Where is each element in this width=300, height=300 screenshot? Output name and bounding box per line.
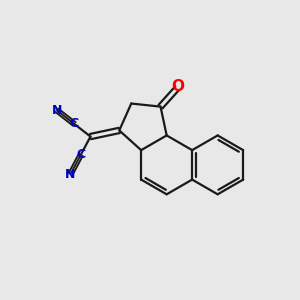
Text: C: C [70,117,79,130]
Text: N: N [52,104,62,117]
Text: C: C [76,148,86,161]
Text: O: O [171,79,184,94]
Text: N: N [65,168,76,181]
